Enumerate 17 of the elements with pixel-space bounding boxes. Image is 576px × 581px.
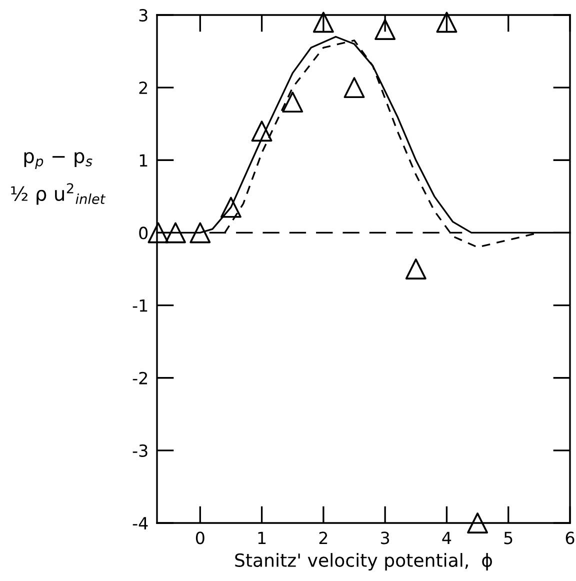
y-tick-label: -4 (132, 517, 148, 530)
x-tick-label: 6 (566, 532, 574, 544)
x-axis-title: Stanitz' velocity potential, ϕ (235, 553, 492, 570)
y-tick-label: 0 (139, 226, 148, 240)
x-tick-label: 3 (381, 532, 390, 544)
y-tick-label: -2 (132, 372, 147, 384)
x-tick-label: 1 (258, 532, 266, 544)
x-tick-label: 5 (504, 532, 512, 544)
text: p$_{p}$ − p$_{s}$ ½ ρ u$^{2}$$_{inlet}$ (11, 152, 106, 205)
x-tick-label: 0 (196, 532, 204, 544)
y-tick-label: 2 (139, 82, 147, 94)
y-tick-label: 3 (139, 8, 148, 22)
y-tick-label: 1 (140, 154, 148, 166)
y-tick-label: -1 (132, 299, 148, 312)
x-tick-label: 4 (442, 532, 452, 544)
x-tick-label: 2 (319, 532, 328, 544)
y-tick-label: -3 (132, 444, 148, 457)
